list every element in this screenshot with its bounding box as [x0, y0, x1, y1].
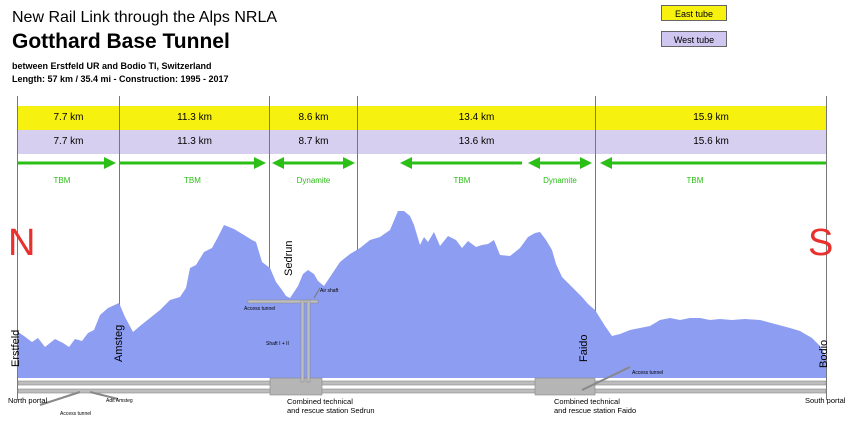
- east-segment: 11.3 km: [120, 106, 269, 130]
- access-tunnel-left: [39, 391, 81, 406]
- west-segment: 11.3 km: [120, 130, 269, 154]
- header-line1: New Rail Link through the Alps NRLA: [12, 9, 278, 26]
- west-tube-line: [17, 388, 827, 394]
- sedrun-access-tunnel: [247, 299, 319, 304]
- place-sedrun: Sedrun: [283, 240, 295, 276]
- divider-faido: [595, 96, 596, 358]
- faido-station: [534, 377, 596, 396]
- subtitle: between Erstfeld UR and Bodio TI, Switze…: [12, 61, 212, 71]
- west-segment: 13.6 km: [358, 130, 595, 154]
- place-erstfeld: Erstfeld: [10, 329, 22, 367]
- legend-east-tube: East tube: [661, 5, 727, 21]
- east-tube-line: [17, 380, 827, 386]
- sedrun-shaft-2: [306, 299, 311, 383]
- divider-erstfeld: [17, 96, 18, 400]
- place-amsteg: Amsteg: [113, 324, 125, 362]
- east-segment: 15.9 km: [596, 106, 826, 130]
- north-portal-label: North portal: [8, 396, 48, 405]
- arrow-head: [580, 157, 592, 169]
- sedrun-station-label-1: Combined technical: [287, 397, 353, 406]
- place-bodio: Bodio: [818, 339, 830, 368]
- air-shaft-label: Air shaft: [320, 288, 339, 294]
- sedrun-access-tunnel-label: Access tunnel: [244, 306, 276, 312]
- arrow-head: [272, 157, 284, 169]
- arrow-head: [254, 157, 266, 169]
- method-label: TBM: [184, 176, 201, 185]
- tunnel-info: Length: 57 km / 35.4 mi - Construction: …: [12, 74, 229, 84]
- method-arrows: [18, 157, 826, 169]
- faido-station-label-1: Combined technical: [554, 397, 620, 406]
- method-label: TBM: [453, 176, 471, 185]
- faido-station-label-2: and rescue station Faido: [554, 406, 637, 415]
- shaft-label: Shaft I + II: [266, 341, 289, 347]
- sedrun-shafts: [247, 287, 321, 383]
- north-letter: N: [8, 222, 36, 264]
- mountain-profile: [18, 211, 826, 378]
- arrow-head: [600, 157, 612, 169]
- divider-sedrun-south: [357, 96, 358, 256]
- arrow-head: [400, 157, 412, 169]
- west-segment: 7.7 km: [18, 130, 119, 154]
- arrow-head: [528, 157, 540, 169]
- divider-bodio: [826, 96, 827, 400]
- faido-access-tunnel-label: Access tunnel: [632, 370, 664, 376]
- access-tunnel-faido-line: [581, 366, 631, 391]
- method-label: TBM: [53, 176, 71, 185]
- adit-amsteg-label: Adit Amsteg: [106, 398, 133, 404]
- method-label: TBM: [686, 176, 704, 185]
- tunnel-tubes: [17, 377, 827, 396]
- method-label: Dynamite: [543, 176, 577, 185]
- legend-west-tube: West tube: [661, 31, 727, 47]
- east-segment: 13.4 km: [358, 106, 595, 130]
- method-label: Dynamite: [296, 176, 331, 185]
- south-letter: S: [808, 222, 834, 264]
- divider-sedrun-north: [269, 96, 270, 301]
- west-segment: 8.7 km: [270, 130, 357, 154]
- south-portal-label: South portal: [805, 396, 846, 405]
- place-faido: Faido: [578, 334, 590, 362]
- divider-amsteg: [119, 96, 120, 356]
- east-segment: 8.6 km: [270, 106, 357, 130]
- arrow-head: [104, 157, 116, 169]
- air-shaft-line: [313, 287, 321, 299]
- page-title: Gotthard Base Tunnel: [12, 30, 230, 53]
- east-segment: 7.7 km: [18, 106, 119, 130]
- adit-amsteg-line: [89, 391, 119, 400]
- arrow-head: [343, 157, 355, 169]
- sedrun-shaft-1: [300, 299, 305, 383]
- sedrun-station-label-2: and rescue station Sedrun: [287, 406, 375, 415]
- access-tunnel-left-label: Access tunnel: [60, 411, 92, 417]
- sedrun-station: [269, 377, 323, 396]
- west-segment: 15.6 km: [596, 130, 826, 154]
